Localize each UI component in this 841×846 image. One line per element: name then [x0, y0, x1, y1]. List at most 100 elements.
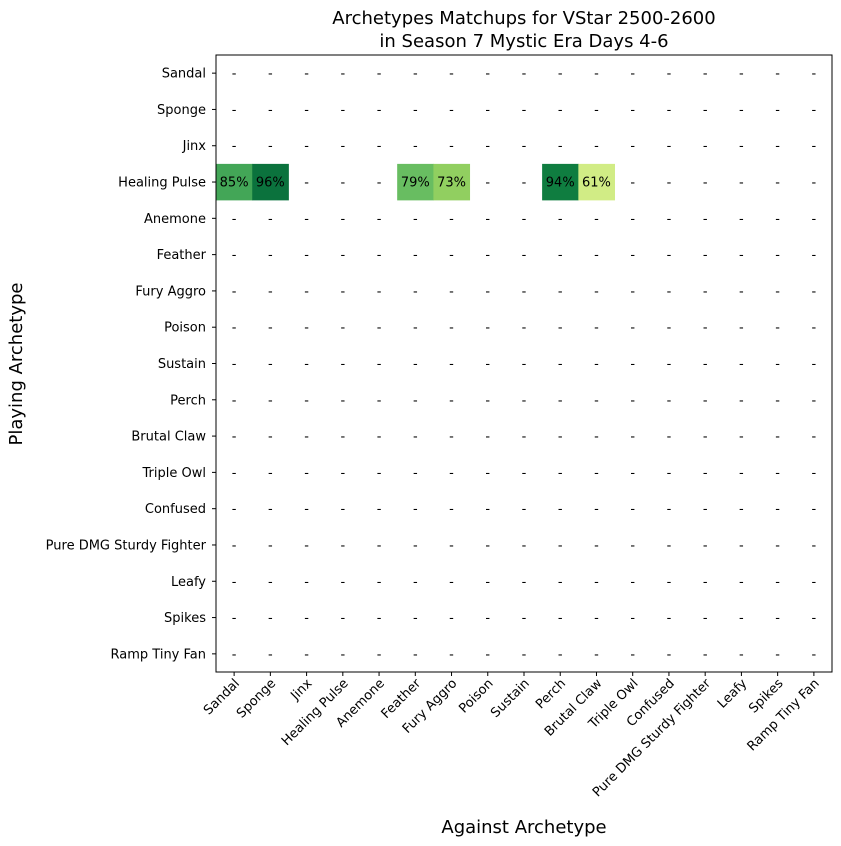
empty-cell-marker: - — [449, 466, 454, 481]
empty-cell-marker: - — [812, 430, 817, 445]
empty-cell-marker: - — [449, 647, 454, 662]
empty-cell-marker: - — [558, 212, 563, 227]
empty-cell-marker: - — [232, 647, 237, 662]
empty-cell-marker: - — [413, 139, 418, 154]
empty-cell-marker: - — [812, 538, 817, 553]
empty-cell-marker: - — [377, 248, 382, 263]
empty-cell-marker: - — [703, 212, 708, 227]
empty-cell-marker: - — [667, 176, 672, 191]
empty-cell-marker: - — [775, 611, 780, 626]
empty-cell-marker: - — [377, 611, 382, 626]
empty-cell-marker: - — [377, 502, 382, 517]
empty-cell-marker: - — [449, 430, 454, 445]
empty-cell-marker: - — [340, 430, 345, 445]
empty-cell-marker: - — [340, 176, 345, 191]
empty-cell-marker: - — [775, 430, 780, 445]
empty-cell-marker: - — [413, 357, 418, 372]
empty-cell-marker: - — [630, 466, 635, 481]
empty-cell-marker: - — [449, 67, 454, 82]
y-tick-label: Confused — [145, 502, 206, 517]
empty-cell-marker: - — [413, 321, 418, 336]
empty-cell-marker: - — [485, 284, 490, 299]
empty-cell-marker: - — [739, 357, 744, 372]
empty-cell-marker: - — [304, 430, 309, 445]
empty-cell-marker: - — [449, 212, 454, 227]
empty-cell-marker: - — [449, 103, 454, 118]
empty-cell-marker: - — [485, 538, 490, 553]
empty-cell-marker: - — [485, 611, 490, 626]
empty-cell-marker: - — [340, 647, 345, 662]
empty-cell-marker: - — [812, 212, 817, 227]
empty-cell-marker: - — [667, 538, 672, 553]
empty-cell-marker: - — [522, 212, 527, 227]
cell-value-label: 79% — [401, 176, 430, 191]
empty-cell-marker: - — [232, 502, 237, 517]
empty-cell-marker: - — [340, 611, 345, 626]
empty-cell-marker: - — [268, 575, 273, 590]
empty-cell-marker: - — [775, 502, 780, 517]
empty-cell-marker: - — [775, 357, 780, 372]
empty-cell-marker: - — [522, 502, 527, 517]
empty-cell-marker: - — [775, 393, 780, 408]
empty-cell-marker: - — [739, 393, 744, 408]
empty-cell-marker: - — [739, 103, 744, 118]
y-tick-label: Perch — [170, 393, 206, 408]
empty-cell-marker: - — [739, 502, 744, 517]
empty-cell-marker: - — [232, 321, 237, 336]
empty-cell-marker: - — [558, 466, 563, 481]
empty-cell-marker: - — [775, 248, 780, 263]
empty-cell-marker: - — [522, 67, 527, 82]
y-tick-label: Anemone — [144, 212, 206, 227]
empty-cell-marker: - — [775, 647, 780, 662]
y-tick-label: Triple Owl — [142, 466, 206, 481]
empty-cell-marker: - — [703, 393, 708, 408]
empty-cell-marker: - — [304, 393, 309, 408]
empty-cell-marker: - — [449, 575, 454, 590]
empty-cell-marker: - — [232, 357, 237, 372]
y-tick-label: Ramp Tiny Fan — [111, 647, 206, 662]
empty-cell-marker: - — [485, 357, 490, 372]
cell-value-label: 96% — [256, 176, 285, 191]
empty-cell-marker: - — [522, 176, 527, 191]
empty-cell-marker: - — [703, 502, 708, 517]
empty-cell-marker: - — [812, 139, 817, 154]
empty-cell-marker: - — [667, 393, 672, 408]
empty-cell-marker: - — [304, 502, 309, 517]
empty-cell-marker: - — [667, 430, 672, 445]
empty-cell-marker: - — [775, 284, 780, 299]
empty-cell-marker: - — [268, 538, 273, 553]
empty-cell-marker: - — [304, 103, 309, 118]
x-tick-label: Sustain — [488, 676, 533, 721]
empty-cell-marker: - — [268, 67, 273, 82]
empty-cell-marker: - — [340, 103, 345, 118]
empty-cell-marker: - — [812, 103, 817, 118]
empty-cell-marker: - — [594, 430, 599, 445]
empty-cell-marker: - — [594, 647, 599, 662]
empty-cell-marker: - — [630, 176, 635, 191]
empty-cell-marker: - — [413, 284, 418, 299]
empty-cell-marker: - — [377, 176, 382, 191]
empty-cell-marker: - — [775, 176, 780, 191]
empty-cell-marker: - — [232, 611, 237, 626]
heatmap-cells: 85% 96% 79% 73% 94% 61% — [216, 163, 615, 201]
empty-cell-marker: - — [703, 357, 708, 372]
empty-cell-marker: - — [449, 502, 454, 517]
empty-cell-marker: - — [703, 67, 708, 82]
x-tick-label: Jinx — [288, 676, 316, 704]
empty-cell-marker: - — [812, 321, 817, 336]
empty-cell-marker: - — [268, 466, 273, 481]
empty-cell-marker: - — [485, 647, 490, 662]
empty-cell-marker: - — [703, 176, 708, 191]
empty-cell-marker: - — [667, 357, 672, 372]
empty-cell-marker: - — [667, 212, 672, 227]
empty-cell-marker: - — [304, 139, 309, 154]
empty-cell-marker: - — [485, 176, 490, 191]
empty-cell-marker: - — [268, 647, 273, 662]
empty-cell-marker: - — [377, 103, 382, 118]
empty-cell-marker: - — [812, 357, 817, 372]
empty-cell-marker: - — [558, 647, 563, 662]
empty-cell-marker: - — [812, 176, 817, 191]
empty-cell-marker: - — [232, 466, 237, 481]
empty-cell-marker: - — [558, 248, 563, 263]
